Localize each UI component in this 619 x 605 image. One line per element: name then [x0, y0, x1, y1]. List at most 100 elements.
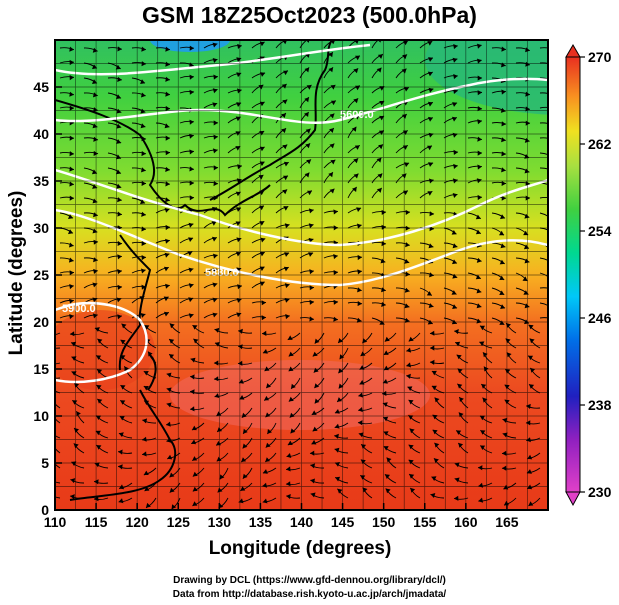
- streamline-segment: [55, 347, 61, 349]
- streamline-arrowhead: [69, 91, 74, 97]
- colorbar-tick-label: 254: [588, 223, 612, 239]
- y-tick-label: 0: [41, 502, 49, 518]
- x-tick-label: 110: [44, 514, 67, 530]
- streamline-arrowhead: [430, 345, 435, 351]
- streamline-arrowhead: [143, 470, 149, 475]
- streamline-arrowhead: [312, 426, 318, 432]
- streamline-arrowhead: [241, 457, 247, 462]
- streamline-arrowhead: [166, 387, 172, 393]
- streamline-arrowhead: [454, 462, 460, 468]
- streamline-arrowhead: [353, 158, 359, 164]
- streamline-arrowhead: [475, 229, 481, 235]
- streamline-arrowhead: [549, 137, 554, 142]
- streamline-arrowhead: [383, 416, 389, 422]
- streamline-arrowhead: [459, 397, 464, 402]
- streamline-arrowhead: [69, 314, 74, 320]
- streamline-arrowhead: [142, 418, 148, 424]
- streamline-arrowhead: [259, 281, 265, 287]
- streamline-arrowhead: [384, 336, 390, 342]
- streamline-arrowhead: [70, 478, 76, 484]
- streamline-arrowhead: [163, 311, 169, 317]
- streamline-arrowhead: [452, 57, 458, 63]
- streamline-arrowhead: [286, 481, 291, 487]
- streamline-arrowhead: [120, 400, 126, 405]
- streamline-arrowhead: [408, 336, 414, 342]
- streamline-arrowhead: [265, 442, 271, 448]
- streamline-arrowhead: [376, 157, 382, 163]
- streamline-arrowhead: [499, 230, 504, 236]
- streamline-arrowhead: [404, 162, 410, 168]
- streamline-arrowhead: [499, 320, 505, 325]
- x-axis-label: Longitude (degrees): [208, 538, 392, 559]
- streamline-arrowhead: [164, 123, 170, 129]
- streamline-arrowhead: [329, 188, 335, 194]
- y-axis-ticks: 0 5 10 15 20 25 30 35 40 45: [33, 79, 62, 518]
- streamline-arrowhead: [117, 211, 122, 217]
- streamline-arrowhead: [219, 474, 225, 480]
- streamline-arrowhead: [189, 119, 194, 125]
- streamline-arrowhead: [242, 443, 248, 449]
- streamline-arrowhead: [506, 323, 511, 328]
- streamline-arrowhead: [526, 403, 531, 409]
- streamline-arrowhead: [480, 415, 485, 421]
- streamline-arrowhead: [281, 84, 287, 89]
- streamline-arrowhead: [406, 347, 412, 353]
- streamline-arrowhead: [144, 325, 150, 330]
- streamline-arrowhead: [188, 283, 194, 289]
- streamline-arrowhead: [97, 369, 103, 374]
- streamline-arrowhead: [358, 407, 363, 413]
- streamline-arrowhead: [47, 492, 52, 497]
- streamline-arrowhead: [357, 301, 362, 307]
- streamline-arrowhead: [427, 191, 433, 196]
- x-tick-label: 140: [290, 514, 314, 530]
- colorbar-tick-label: 246: [588, 310, 612, 326]
- streamline-arrowhead: [264, 395, 270, 401]
- streamline-arrowhead: [91, 169, 97, 175]
- streamline-arrowhead: [115, 154, 121, 160]
- streamline-arrowhead: [265, 457, 271, 462]
- streamline-arrowhead: [213, 253, 218, 259]
- streamline-arrowhead: [452, 193, 458, 198]
- streamline-arrowhead: [357, 223, 362, 229]
- streamline-arrowhead: [49, 430, 54, 435]
- streamline-arrowhead: [213, 165, 218, 171]
- streamline-arrowhead: [189, 180, 194, 186]
- streamline-arrowhead: [187, 251, 193, 256]
- streamline-arrowhead: [144, 486, 150, 491]
- streamline-arrowhead: [120, 385, 126, 390]
- streamline-arrowhead: [288, 396, 294, 402]
- streamline-arrowhead: [190, 374, 195, 380]
- streamline-arrowhead: [524, 303, 530, 309]
- streamline-arrowhead: [69, 242, 74, 248]
- streamline-arrowhead: [549, 168, 554, 173]
- streamline-arrowhead: [188, 237, 194, 242]
- streamline-arrowhead: [260, 237, 266, 243]
- streamline-arrowhead: [431, 370, 437, 376]
- streamline-arrowhead: [329, 113, 335, 119]
- streamline-arrowhead: [93, 107, 98, 113]
- streamline-arrowhead: [96, 355, 102, 360]
- streamline-arrowhead: [330, 159, 336, 165]
- streamline-arrowhead: [451, 116, 457, 122]
- streamline-arrowhead: [286, 466, 291, 472]
- streamline-arrowhead: [454, 329, 459, 335]
- streamline-arrowhead: [361, 444, 367, 449]
- colorbar-tick-label: 230: [588, 484, 612, 500]
- streamline-arrowhead: [68, 229, 73, 235]
- streamline-arrowhead: [216, 411, 222, 416]
- streamline-arrowhead: [93, 212, 98, 218]
- streamline-arrowhead: [76, 411, 81, 417]
- streamline-arrowhead: [330, 100, 336, 106]
- streamline-arrowhead: [287, 440, 293, 445]
- streamline-arrowhead: [259, 101, 265, 107]
- streamline-arrowhead: [526, 469, 532, 474]
- streamline-arrowhead: [434, 397, 440, 403]
- streamline-arrowhead: [95, 430, 101, 436]
- streamline-arrowhead: [527, 484, 533, 490]
- streamline-arrowhead: [165, 105, 170, 112]
- streamline-arrowhead: [480, 430, 486, 435]
- streamline-arrowhead: [306, 85, 312, 90]
- streamline-segment: [55, 332, 61, 336]
- streamline-arrowhead: [165, 224, 170, 231]
